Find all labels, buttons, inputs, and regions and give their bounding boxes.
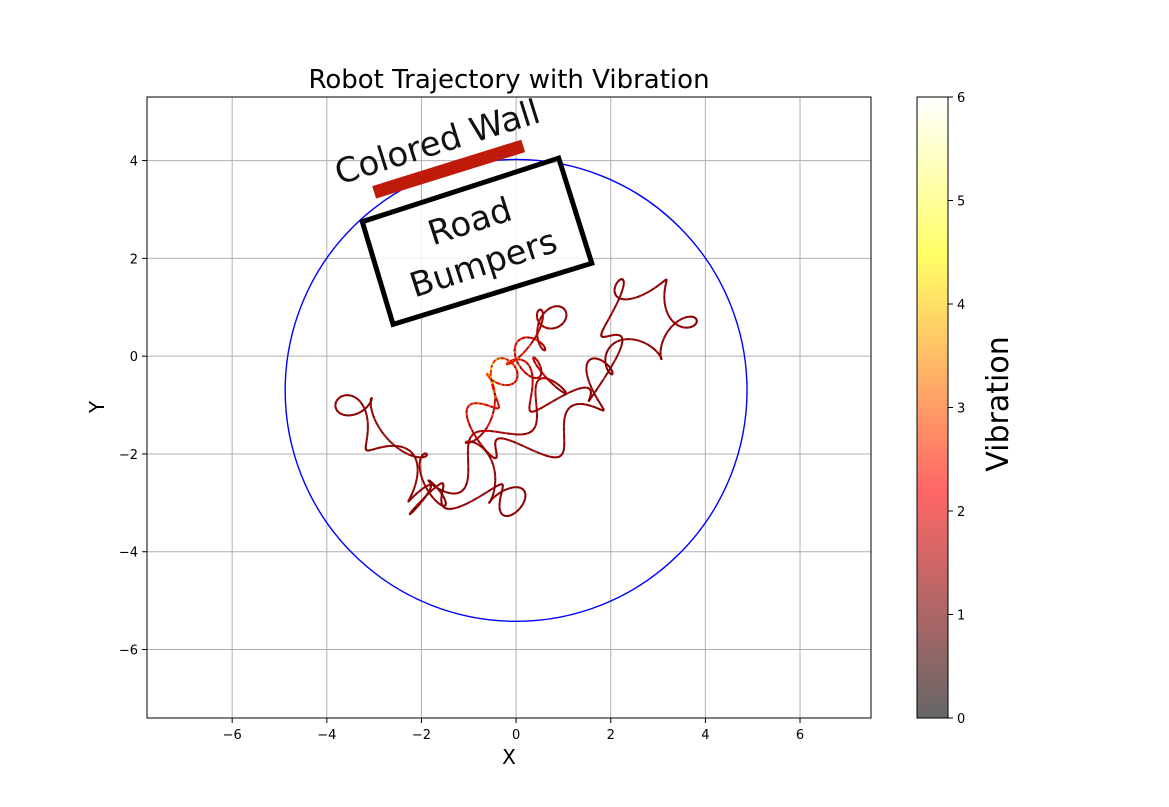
y-tick-label: 2	[130, 252, 138, 267]
x-axis-label: X	[502, 745, 516, 769]
trajectory-segment	[658, 282, 662, 286]
y-tick-label: −6	[119, 644, 138, 659]
colorbar-tick-label: 5	[957, 195, 965, 210]
plot-frame	[146, 96, 872, 719]
colorbar-tick-label: 6	[957, 91, 965, 106]
y-tick-label: 4	[130, 155, 138, 170]
colorbar-tick-label: 4	[957, 298, 965, 313]
colored-wall	[372, 139, 526, 199]
chart-title: Robot Trajectory with Vibration	[308, 65, 709, 95]
x-axis-ticks: −6 −4 −2 0 2 4 6	[223, 718, 804, 743]
y-tick-label: 0	[130, 350, 138, 365]
y-axis-label: Y	[85, 400, 109, 414]
colorbar-bar	[916, 96, 949, 719]
x-tick-label: −4	[317, 728, 336, 743]
colorbar-tick-label: 2	[957, 505, 965, 520]
x-tick-label: −6	[223, 728, 242, 743]
x-tick-label: 6	[796, 728, 804, 743]
x-tick-label: 0	[512, 728, 520, 743]
colorbar-tick-label: 3	[957, 402, 965, 417]
plot-area: Colored Wall Road Bumpers −6 −4 −2 0 2 4 6 −6−…	[119, 92, 872, 743]
road-bumpers-box	[359, 154, 595, 328]
y-tick-label: −4	[119, 546, 138, 561]
y-tick-label: −2	[119, 448, 138, 463]
boundary-circle	[284, 158, 748, 623]
colorbar-label: Vibration	[981, 336, 1016, 471]
x-tick-label: 2	[607, 728, 615, 743]
colorbar-tick-label: 1	[957, 609, 965, 624]
colorbar-ticks: 0 1 2 3 4 5 6	[948, 91, 965, 727]
y-axis-ticks: −6 −4 −2 0 2 4	[119, 155, 147, 659]
x-tick-label: 4	[701, 728, 709, 743]
x-tick-label: −2	[412, 728, 431, 743]
trajectory-path	[334, 278, 698, 518]
colorbar: 0 1 2 3 4 5 6 Vibration	[916, 91, 1016, 727]
colorbar-tick-label: 0	[957, 712, 965, 727]
